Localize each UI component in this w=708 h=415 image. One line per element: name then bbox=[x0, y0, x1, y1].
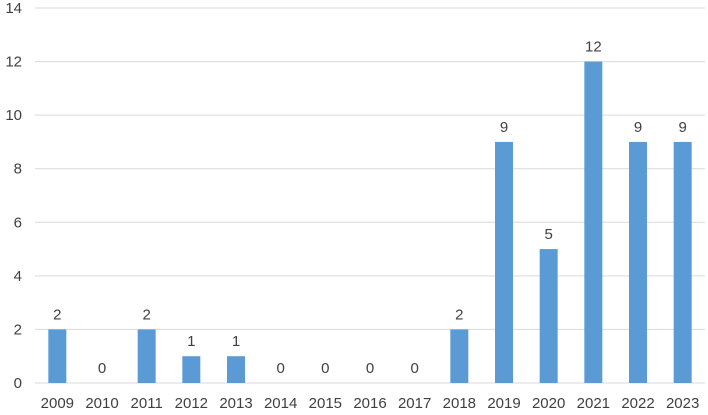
y-tick-label: 6 bbox=[14, 214, 22, 231]
data-label-2023: 9 bbox=[678, 119, 686, 136]
bar-2021 bbox=[584, 61, 603, 383]
bar-2011 bbox=[137, 329, 156, 383]
x-tick-label-2019: 2019 bbox=[487, 395, 520, 412]
data-label-2012: 1 bbox=[187, 333, 195, 350]
bar-2019 bbox=[495, 141, 513, 383]
bar-2018 bbox=[450, 329, 469, 383]
x-tick-label-2016: 2016 bbox=[353, 395, 386, 412]
x-axis-ticks: 2009 2010 2011 2012 2013 2014 2015 2016 2017 2018… bbox=[41, 395, 700, 412]
y-tick-label: 8 bbox=[14, 161, 22, 178]
bar-2023 bbox=[673, 141, 692, 383]
data-label-2018: 2 bbox=[455, 306, 463, 323]
data-label-2017: 0 bbox=[410, 360, 418, 377]
data-label-2021: 12 bbox=[585, 39, 602, 56]
y-tick-label: 2 bbox=[14, 321, 22, 338]
y-tick-label: 10 bbox=[5, 107, 22, 124]
data-label-2019: 9 bbox=[500, 119, 508, 136]
y-tick-label: 0 bbox=[14, 375, 22, 392]
x-tick-label-2023: 2023 bbox=[666, 395, 699, 412]
data-label-2016: 0 bbox=[366, 360, 374, 377]
bars bbox=[48, 61, 692, 383]
bar-2009 bbox=[48, 329, 67, 383]
data-labels: 2 0 2 1 1 0 0 0 0 2 9 5 12 9 9 bbox=[53, 39, 687, 377]
bar-2013 bbox=[227, 356, 245, 383]
x-tick-label-2010: 2010 bbox=[85, 395, 118, 412]
y-axis-ticks: 0 2 4 6 8 10 12 14 bbox=[5, 0, 22, 392]
x-tick-label-2015: 2015 bbox=[309, 395, 342, 412]
data-label-2010: 0 bbox=[98, 360, 106, 377]
x-tick-label-2022: 2022 bbox=[621, 395, 654, 412]
x-tick-label-2012: 2012 bbox=[175, 395, 208, 412]
gridlines bbox=[35, 7, 705, 384]
y-tick-label: 14 bbox=[5, 0, 22, 17]
bar-2012 bbox=[182, 356, 201, 383]
x-tick-label-2018: 2018 bbox=[443, 395, 476, 412]
x-tick-label-2009: 2009 bbox=[41, 395, 74, 412]
x-tick-label-2021: 2021 bbox=[577, 395, 610, 412]
bar-2020 bbox=[539, 249, 558, 383]
data-label-2014: 0 bbox=[276, 360, 284, 377]
data-label-2009: 2 bbox=[53, 306, 61, 323]
x-tick-label-2011: 2011 bbox=[131, 395, 163, 412]
data-label-2015: 0 bbox=[321, 360, 329, 377]
data-label-2020: 5 bbox=[544, 226, 552, 243]
x-tick-label-2017: 2017 bbox=[398, 395, 431, 412]
x-tick-label-2014: 2014 bbox=[264, 395, 297, 412]
data-label-2013: 1 bbox=[232, 333, 240, 350]
data-label-2011: 2 bbox=[142, 306, 150, 323]
y-tick-label: 4 bbox=[14, 268, 22, 285]
data-label-2022: 9 bbox=[634, 119, 642, 136]
x-tick-label-2020: 2020 bbox=[532, 395, 565, 412]
y-tick-label: 12 bbox=[5, 54, 22, 71]
bar-2022 bbox=[629, 141, 647, 383]
x-tick-label-2013: 2013 bbox=[219, 395, 252, 412]
